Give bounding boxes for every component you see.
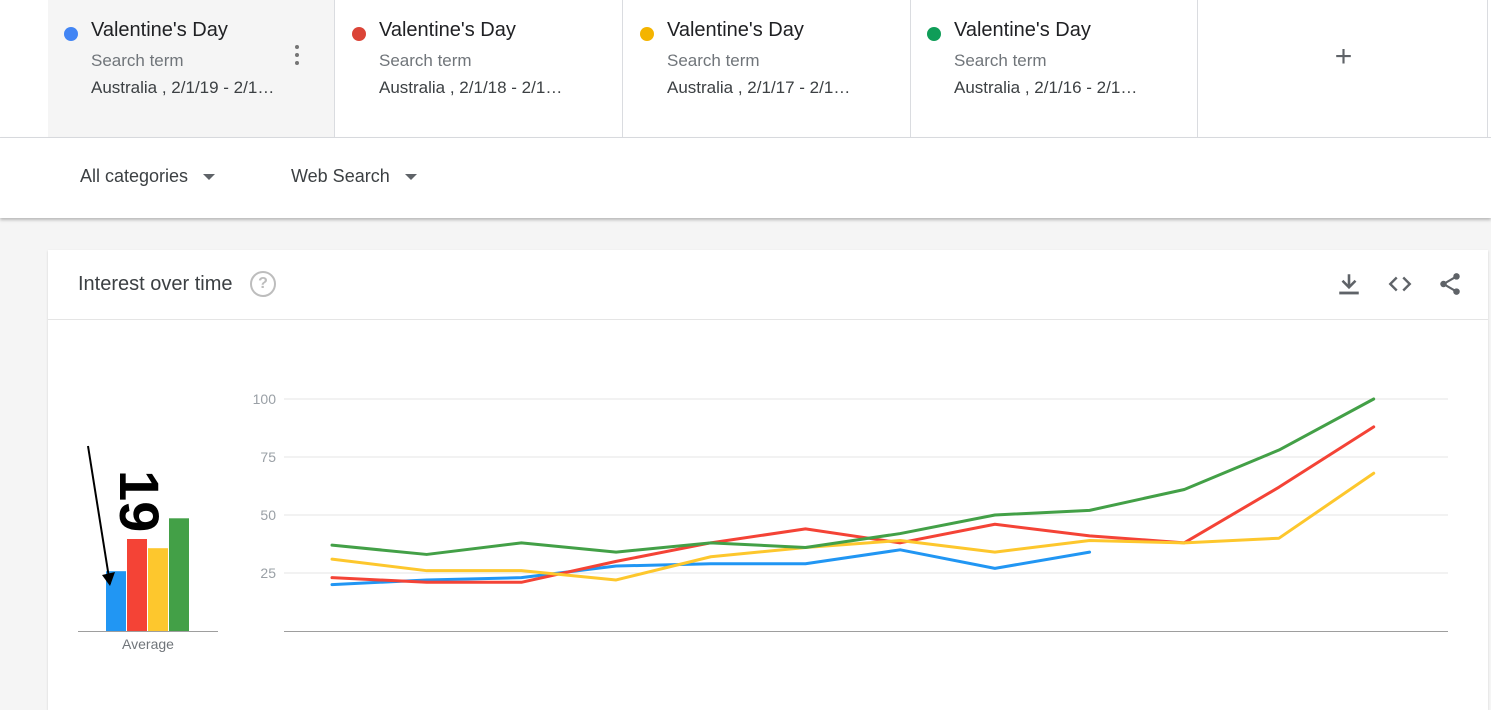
average-bar (169, 518, 189, 631)
series-color-dot (352, 27, 366, 41)
term-card-2[interactable]: Valentine's Day Search term Australia , … (336, 0, 623, 137)
category-label: All categories (80, 166, 189, 186)
y-tick-label: 75 (260, 449, 276, 465)
annotation-text: 19 (108, 470, 171, 532)
term-type: Search term (91, 51, 184, 70)
term-type: Search term (954, 51, 1047, 70)
series-color-dot (927, 27, 941, 41)
search-type-dropdown[interactable]: Web Search (291, 166, 417, 187)
term-region-date: Australia , 2/1/19 - 2/1… (91, 78, 275, 97)
series-color-dot (640, 27, 654, 41)
card-title: Interest over time (78, 273, 233, 295)
comparison-terms-bar: Valentine's Day Search term Australia , … (0, 0, 1491, 138)
handwritten-annotation: 19 (87, 445, 171, 586)
term-region-date: Australia , 2/1/17 - 2/1… (667, 78, 851, 97)
add-comparison-button[interactable]: + (1334, 40, 1353, 73)
average-bar (127, 539, 147, 631)
series-line (330, 548, 1092, 587)
series-line (330, 397, 1376, 556)
term-title: Valentine's Day (667, 19, 804, 41)
term-type: Search term (667, 51, 760, 70)
term-region-date: Australia , 2/1/16 - 2/1… (954, 78, 1138, 97)
embed-code-icon[interactable] (1387, 271, 1413, 297)
average-bar (106, 571, 126, 631)
annotation-arrow-line (87, 445, 111, 585)
download-icon[interactable] (1336, 271, 1362, 297)
term-card-3[interactable]: Valentine's Day Search term Australia , … (624, 0, 911, 137)
annotation-arrow-head (102, 572, 115, 586)
help-icon[interactable]: ? (250, 271, 276, 297)
category-dropdown[interactable]: All categories (80, 166, 216, 187)
y-tick-label: 25 (260, 565, 276, 581)
series-color-dot (64, 27, 78, 41)
series-line (330, 425, 1376, 584)
term-title: Valentine's Day (91, 19, 228, 41)
dropdown-caret-icon (203, 174, 216, 181)
series-line (330, 471, 1376, 582)
term-card-4[interactable]: Valentine's Day Search term Australia , … (911, 0, 1198, 137)
add-comparison-card: + (1199, 0, 1488, 137)
search-type-label: Web Search (291, 166, 390, 186)
term-title: Valentine's Day (954, 19, 1091, 41)
y-tick-label: 50 (260, 507, 276, 523)
average-bar (148, 548, 168, 631)
term-title: Valentine's Day (379, 19, 516, 41)
interest-line-chart: 25 50 75 100 (253, 391, 1448, 632)
y-tick-label: 100 (253, 391, 277, 407)
average-bar-chart: Average (78, 518, 218, 652)
card-header: Interest over time ? (48, 250, 1488, 320)
interest-over-time-card: Interest over time ? Average 25 50 75 100 1… (48, 250, 1488, 710)
more-vert-icon[interactable] (292, 45, 302, 69)
dropdown-caret-icon (404, 174, 417, 181)
average-label: Average (122, 636, 174, 652)
term-card-1[interactable]: Valentine's Day Search term Australia , … (48, 0, 335, 137)
filter-bar: All categories Web Search (0, 138, 1491, 218)
term-type: Search term (379, 51, 472, 70)
term-region-date: Australia , 2/1/18 - 2/1… (379, 78, 563, 97)
share-icon[interactable] (1437, 271, 1463, 297)
chart-area: Average 25 50 75 100 19 (78, 391, 1448, 652)
